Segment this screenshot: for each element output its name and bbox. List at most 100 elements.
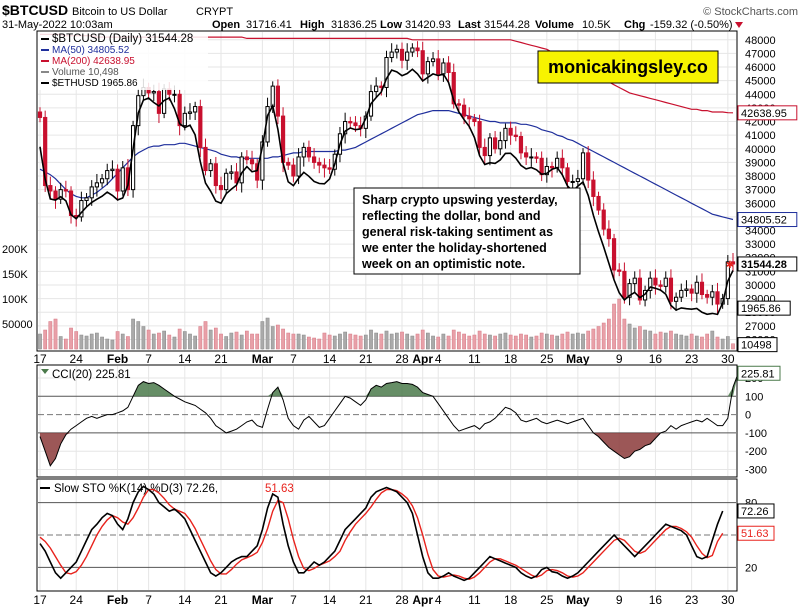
volume-bar-73	[415, 333, 420, 350]
volume-bar-7	[74, 331, 79, 350]
volume-bar-47	[281, 328, 285, 350]
volume-bar-29	[188, 333, 192, 350]
candle-body-127	[694, 281, 699, 294]
candle-116	[637, 269, 643, 305]
volume-bar-40	[245, 330, 249, 350]
candle-body-116	[637, 277, 643, 301]
candle-body-51	[301, 146, 306, 158]
candle-body-122	[668, 277, 674, 302]
x-tick-label-4: 14	[178, 352, 192, 366]
candle-30	[193, 101, 198, 121]
candle-51	[301, 142, 306, 167]
volume-bar-125	[684, 335, 689, 350]
candle-body-81	[456, 103, 462, 106]
volume-value: 10.5K	[582, 19, 611, 31]
volume-bar-118	[648, 330, 653, 350]
date-label: 31-May-2022 10:03am	[2, 19, 113, 31]
volume-bar-19	[136, 321, 141, 350]
high-label: High	[300, 19, 325, 31]
x-tick-label-14: 18	[504, 352, 518, 366]
candle-60	[348, 116, 353, 128]
volume-bar-109	[601, 322, 606, 350]
cci-plot: 225.81	[39, 365, 781, 467]
y-tick-label-21: 47000	[745, 48, 776, 60]
volume-tick-label-0: 50000	[2, 319, 33, 331]
candle-body-108	[596, 195, 601, 211]
volume-bar-99	[550, 334, 554, 350]
candle-34	[213, 156, 218, 194]
cci-title-text: CCI(20) 225.81	[52, 369, 131, 381]
candle-93	[518, 131, 524, 160]
volume-bar-60	[348, 333, 353, 350]
sto-title-d: 51.63	[265, 483, 294, 495]
volume-bar-49	[291, 333, 296, 350]
x-tick-label-bottom-5: 21	[214, 593, 228, 607]
candle-body-109	[601, 209, 606, 230]
candle-70	[399, 42, 405, 69]
cci-line	[39, 373, 739, 467]
candle-109	[601, 203, 606, 236]
volume-bar-61	[353, 334, 358, 350]
volume-bar-51	[301, 334, 306, 350]
price-panel-frame	[36, 30, 738, 352]
candle-74	[420, 41, 425, 82]
y-tick-label-11: 37000	[745, 185, 776, 197]
volume-bar-108	[596, 326, 601, 350]
candle-body-72	[410, 47, 415, 53]
sto-k-tag-label: 72.26	[741, 506, 769, 518]
candle-111	[611, 233, 617, 280]
volume-bar-92	[513, 335, 518, 350]
volume-bar-18	[131, 318, 135, 350]
volume-bar-5	[64, 338, 68, 350]
candle-body-78	[441, 62, 446, 75]
candle-body-22	[151, 91, 156, 94]
x-tick-label-bottom-20: 30	[721, 593, 735, 607]
volume-bar-30	[193, 335, 198, 350]
candle-81	[456, 99, 462, 112]
candle-body-49	[291, 164, 296, 177]
volume-bar-124	[679, 334, 684, 350]
candle-body-131	[715, 291, 720, 305]
x-tick-label-16: May	[566, 352, 590, 366]
volume-bar-132	[720, 338, 725, 350]
volume-bar-112	[617, 298, 622, 350]
annotation-line-5: week on an optimistic note.	[361, 257, 525, 271]
x-tick-label-bottom-15: 25	[540, 593, 554, 607]
candle-94	[524, 146, 529, 165]
legend-label-3: Volume 10,498	[52, 67, 119, 78]
volume-bar-97	[539, 332, 544, 350]
candle-body-111	[611, 238, 617, 271]
candle-body-104	[575, 178, 580, 182]
x-tick-label-2: Feb	[107, 352, 128, 366]
x-tick-label-bottom-16: May	[566, 593, 590, 607]
legend-label-1: MA(50) 34805.52	[52, 45, 130, 56]
high-value: 31836.25	[331, 19, 377, 31]
volume-bar-45	[270, 326, 275, 350]
last-price-star-icon: ✱	[726, 260, 734, 271]
volume-bar-28	[182, 331, 187, 350]
candle-body-4	[58, 189, 63, 200]
sto-title: Slow STO %K(14) %D(3) 72.26, 51.63	[40, 483, 294, 495]
candle-body-80	[451, 72, 456, 105]
volume-bar-58	[338, 333, 342, 350]
chg-label: Chg	[624, 19, 645, 31]
volume-bar-43	[260, 321, 265, 350]
candle-body-45	[270, 85, 275, 108]
candle-body-115	[632, 277, 637, 285]
sto-d-line	[39, 488, 724, 581]
y-tick-label-15: 41000	[745, 130, 776, 142]
volume-bar-0	[38, 333, 42, 350]
candle-131	[715, 282, 720, 314]
candle-body-73	[415, 47, 420, 52]
candle-body-106	[586, 152, 591, 181]
candle-body-97	[539, 157, 544, 176]
candle-104	[575, 169, 580, 187]
volume-bar-91	[508, 334, 513, 350]
price-tag-label-3: 1965.86	[741, 303, 781, 315]
candle-body-43	[260, 141, 265, 181]
volume-bar-66	[379, 333, 384, 350]
candle-91	[508, 121, 513, 145]
candle-body-75	[425, 61, 430, 75]
volume-bar-38	[234, 331, 239, 350]
volume-bar-3	[53, 318, 58, 350]
